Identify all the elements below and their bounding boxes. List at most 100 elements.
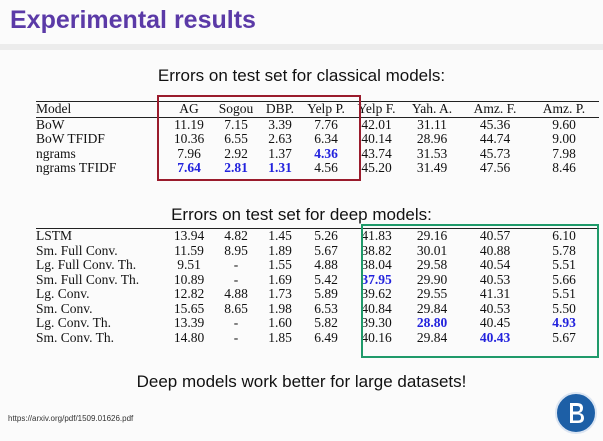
table-cell: 31.53 xyxy=(416,145,448,161)
table-cell: Sm. Conv. xyxy=(36,300,93,316)
best-result-cell: 1.31 xyxy=(268,160,292,175)
classical-results-table: Model AG Sogou DBP. Yelp P. Yelp F. Yah.… xyxy=(36,101,599,176)
table-cell: 1.60 xyxy=(268,315,292,330)
table-cell: 40.88 xyxy=(479,242,511,258)
table-row: Sm. Full Conv. 11.59 8.95 1.89 5.67 38.8… xyxy=(36,242,599,259)
header-cell: Yelp P. xyxy=(302,101,350,118)
header-cell: Amz. F. xyxy=(461,101,529,118)
table-cell: 5.82 xyxy=(314,315,338,330)
logo-emblem-icon xyxy=(570,403,584,423)
title-bar: Experimental results xyxy=(0,0,603,44)
table-cell: 10.89 xyxy=(173,271,205,287)
table-cell: 5.67 xyxy=(552,329,576,345)
table-cell: 5.50 xyxy=(552,300,576,316)
table-cell: 28.96 xyxy=(416,131,448,146)
table-row: BoW TFIDF 10.36 6.55 2.63 6.34 40.14 28.… xyxy=(36,131,599,147)
table-cell: 11.19 xyxy=(174,116,204,132)
table-cell: 15.65 xyxy=(173,300,205,316)
best-result-cell: 37.95 xyxy=(361,271,392,287)
table-cell: 39.30 xyxy=(361,315,392,330)
table-cell: 40.54 xyxy=(479,257,511,272)
best-result-cell: 4.36 xyxy=(314,145,338,161)
header-cell: Amz. P. xyxy=(529,101,599,118)
table-cell: Sm. Full Conv. xyxy=(36,242,118,258)
table-cell: 5.66 xyxy=(552,271,576,287)
table-cell: 6.10 xyxy=(529,228,599,244)
table-cell: LSTM xyxy=(36,228,164,244)
table-cell: 40.53 xyxy=(479,271,511,287)
table-cell: Lg. Conv. xyxy=(36,286,90,301)
table-cell: 40.16 xyxy=(361,329,392,345)
best-result-cell: 28.80 xyxy=(416,315,448,330)
table-cell: 6.34 xyxy=(314,131,338,146)
table-cell: 1.37 xyxy=(268,145,292,161)
university-logo xyxy=(555,392,597,434)
table-cell: 9.60 xyxy=(552,116,576,132)
table-cell: 38.04 xyxy=(361,257,392,272)
table-cell: 45.20 xyxy=(361,160,392,175)
header-cell: Yah. A. xyxy=(403,101,461,118)
table-row: ngrams 7.96 2.92 1.37 4.36 43.74 31.53 4… xyxy=(36,145,599,162)
table-cell: 4.88 xyxy=(224,286,248,301)
table-cell: 5.26 xyxy=(302,228,350,244)
table-cell: 13.39 xyxy=(173,315,205,330)
best-result-cell: 40.43 xyxy=(479,329,511,345)
table-cell: 6.55 xyxy=(224,131,248,146)
table-cell: 12.82 xyxy=(173,286,205,301)
table-cell: 5.51 xyxy=(552,257,576,272)
header-cell: Yelp F. xyxy=(350,101,403,118)
table-cell: ngrams TFIDF xyxy=(36,160,117,175)
table-row: Lg. Full Conv. Th. 9.51 - 1.55 4.88 38.0… xyxy=(36,257,599,273)
table-cell: 9.00 xyxy=(552,131,576,146)
header-cell: AG xyxy=(164,101,214,118)
slide-title: Experimental results xyxy=(10,6,256,34)
table-row: ngrams TFIDF 7.64 2.81 1.31 4.56 45.20 3… xyxy=(36,160,599,176)
table-cell: 41.83 xyxy=(350,228,403,244)
table-row: Sm. Conv. Th. 14.80 - 1.85 6.49 40.16 29… xyxy=(36,329,599,346)
table-cell: 2.63 xyxy=(268,131,292,146)
table-cell: 40.14 xyxy=(361,131,392,146)
subtitle-deep: Errors on test set for deep models: xyxy=(171,205,432,224)
table-cell: 6.53 xyxy=(314,300,338,316)
table-cell: 39.62 xyxy=(361,286,392,301)
table-cell: 47.56 xyxy=(479,160,511,175)
reference-link[interactable]: https://arxiv.org/pdf/1509.01626.pdf xyxy=(8,414,134,423)
table-cell: 8.65 xyxy=(224,300,248,316)
table-header-row: Model AG Sogou DBP. Yelp P. Yelp F. Yah.… xyxy=(36,101,599,118)
table-cell: 7.96 xyxy=(177,145,201,161)
table-cell: 6.49 xyxy=(314,329,338,345)
table-cell: 7.98 xyxy=(552,145,576,161)
table-cell: 4.88 xyxy=(314,257,338,272)
table-row: Lg. Conv. Th. 13.39 - 1.60 5.82 39.30 28… xyxy=(36,315,599,331)
table-cell: 29.16 xyxy=(403,228,461,244)
conclusion-text: Deep models work better for large datase… xyxy=(136,372,467,391)
header-cell: DBP. xyxy=(258,101,302,118)
table-cell: 5.78 xyxy=(552,242,576,258)
table-cell: 2.92 xyxy=(224,145,248,161)
subtitle-classical: Errors on test set for classical models: xyxy=(157,66,446,85)
table-cell: 40.53 xyxy=(479,300,511,316)
table-cell: 45.36 xyxy=(479,116,511,132)
table-cell: Sm. Full Conv. Th. xyxy=(36,271,140,287)
table-cell: 8.46 xyxy=(552,160,576,175)
header-cell: Model xyxy=(36,101,164,118)
table-row: BoW 11.19 7.15 3.39 7.76 42.01 31.11 45.… xyxy=(36,117,599,132)
table-cell: 44.74 xyxy=(479,131,511,146)
table-cell: 40.84 xyxy=(361,300,392,316)
table-cell: - xyxy=(233,329,239,345)
table-cell: 38.82 xyxy=(361,242,392,258)
table-cell: - xyxy=(233,271,239,287)
table-cell: BoW TFIDF xyxy=(36,131,105,146)
table-cell: ngrams xyxy=(36,145,76,161)
table-cell: 5.42 xyxy=(314,271,338,287)
table-cell: 10.36 xyxy=(173,131,205,146)
table-cell: 7.76 xyxy=(314,116,338,132)
table-cell: 14.80 xyxy=(173,329,205,345)
table-cell: 42.01 xyxy=(361,116,392,132)
table-row: Sm. Conv. 15.65 8.65 1.98 6.53 40.84 29.… xyxy=(36,300,599,317)
table-cell: 8.95 xyxy=(224,242,248,258)
table-cell: 1.55 xyxy=(268,257,292,272)
table-cell: 11.59 xyxy=(174,242,204,258)
table-cell: 4.56 xyxy=(314,160,338,175)
classical-highlight-box xyxy=(157,95,361,181)
